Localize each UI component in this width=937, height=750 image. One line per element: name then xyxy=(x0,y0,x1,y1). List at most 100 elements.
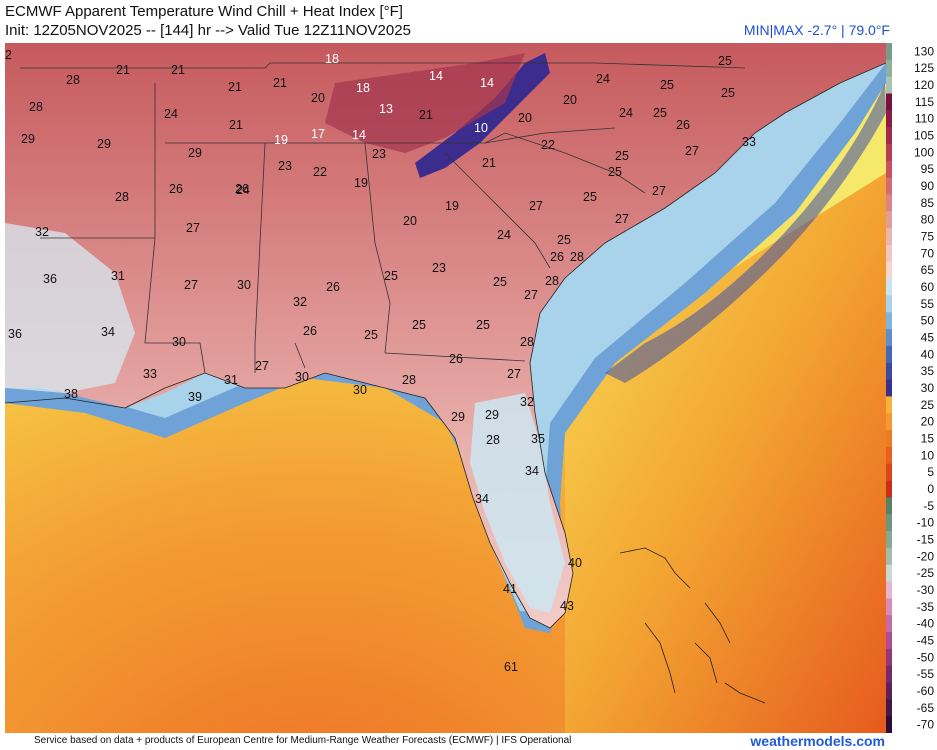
temperature-labels: 18 28 21 21 21 21 20 18 14 14 25 24 25 28 24 13 21 10 20 20… xyxy=(5,48,756,674)
temperature-label: 32 xyxy=(35,225,49,239)
colorbar-swatch xyxy=(886,127,892,145)
temperature-label: 26 xyxy=(169,182,183,196)
temperature-label: 29 xyxy=(188,146,202,160)
land-mass xyxy=(5,43,886,628)
colorbar-tick-label: 80 xyxy=(921,213,935,227)
temperature-label: 34 xyxy=(525,464,539,478)
temperature-label: 29 xyxy=(97,137,111,151)
colorbar-tick-label: 25 xyxy=(921,398,935,412)
temperature-label: 27 xyxy=(524,288,538,302)
temperature-label: 13 xyxy=(379,102,393,116)
colorbar-swatch xyxy=(886,430,892,448)
colorbar-swatch xyxy=(886,76,892,94)
temperature-label: 27 xyxy=(685,144,699,158)
temperature-label: 28 xyxy=(115,190,129,204)
colorbar-swatch xyxy=(886,564,892,583)
temperature-label: 24 xyxy=(619,106,633,120)
colorbar-tick-label: 125 xyxy=(914,61,934,75)
temperature-label: 25 xyxy=(476,318,490,332)
colorbar-tick-label: -30 xyxy=(917,583,935,597)
temperature-label: 21 xyxy=(273,76,287,90)
colorbar-tick-label: 15 xyxy=(921,431,935,445)
temperature-label: 27 xyxy=(186,221,200,235)
temperature-label: 19 xyxy=(354,176,368,190)
colorbar-swatch xyxy=(886,531,892,549)
colorbar-tick-label: 70 xyxy=(921,246,935,260)
temperature-label: 20 xyxy=(563,93,577,107)
texas-cool-zone xyxy=(5,223,135,393)
temperature-label: 25 xyxy=(583,190,597,204)
colorbar-tick-label: 20 xyxy=(921,415,935,429)
temperature-label: 26 xyxy=(676,118,690,132)
colorbar-swatch xyxy=(886,43,892,61)
temperature-label: 21 xyxy=(228,80,242,94)
colorbar-swatch xyxy=(886,514,892,532)
temperature-label: 18 xyxy=(325,52,339,66)
colorbar-tick-label: 10 xyxy=(921,448,935,462)
colorbar-swatch xyxy=(886,345,892,364)
temperature-label: 34 xyxy=(475,492,489,506)
temperature-label: 39 xyxy=(188,390,202,404)
colorbar-swatch xyxy=(886,463,892,482)
temperature-label: 28 xyxy=(570,250,584,264)
temperature-label: 36 xyxy=(8,327,22,341)
temperature-label: 32 xyxy=(520,395,534,409)
temperature-label: 25 xyxy=(557,233,571,247)
colorbar-swatch xyxy=(886,716,892,734)
temperature-label: 21 xyxy=(482,156,496,170)
temperature-label: 32 xyxy=(293,295,307,309)
temperature-label: 25 xyxy=(364,328,378,342)
colorbar-tick-label: 65 xyxy=(921,263,935,277)
temperature-label: 22 xyxy=(5,48,12,62)
temperature-label: 21 xyxy=(229,118,243,132)
colorbar-swatch xyxy=(886,295,892,313)
temperature-label: 28 xyxy=(545,274,559,288)
map-canvas: 18 28 21 21 21 21 20 18 14 14 25 24 25 28 24 13 21 10 20 20… xyxy=(5,43,886,733)
temperature-label: 33 xyxy=(742,135,756,149)
temperature-label: 26 xyxy=(449,352,463,366)
temperature-label: 21 xyxy=(171,63,185,77)
temperature-label: 21 xyxy=(116,63,130,77)
min-max-readout: MIN|MAX -2.7° | 79.0°F xyxy=(743,22,890,38)
temperature-label: 22 xyxy=(541,138,555,152)
temperature-label: 31 xyxy=(111,269,125,283)
temperature-label: 25 xyxy=(660,78,674,92)
temperature-label: 25 xyxy=(718,54,732,68)
temperature-label: 23 xyxy=(278,159,292,173)
colorbar-tick-label: 45 xyxy=(921,331,935,345)
temperature-label: 28 xyxy=(66,73,80,87)
temperature-label: 24 xyxy=(236,183,250,197)
colorbar-swatch xyxy=(886,632,892,650)
colorbar-swatch xyxy=(886,598,892,616)
temperature-label: 30 xyxy=(237,278,251,292)
coastlines xyxy=(5,62,886,629)
temperature-label: 28 xyxy=(520,335,534,349)
temperature-label: 26 xyxy=(235,182,249,196)
colorbar-tick-label: 95 xyxy=(921,162,935,176)
brand-link[interactable]: weathermodels.com xyxy=(750,733,885,749)
colorbar-tick-label: -15 xyxy=(917,532,935,546)
temperature-label: 26 xyxy=(326,280,340,294)
colorbar-tick-label: -50 xyxy=(917,650,935,664)
temperature-label: 25 xyxy=(721,86,735,100)
colorbar-swatch xyxy=(886,682,892,700)
temperature-label: 17 xyxy=(311,127,325,141)
colorbar-swatch xyxy=(886,413,892,431)
temperature-label: 18 xyxy=(356,81,370,95)
colorbar-swatch xyxy=(886,362,892,381)
colorbar-tick-label: -55 xyxy=(917,667,935,681)
temperature-label: 61 xyxy=(504,660,518,674)
colorbar-tick-label: -25 xyxy=(917,566,935,580)
florida-cool-zone xyxy=(470,393,565,613)
temperature-map: 18 28 21 21 21 21 20 18 14 14 25 24 25 28 24 13 21 10 20 20… xyxy=(5,43,886,733)
colorbar-tick-label: 85 xyxy=(921,196,935,210)
colorbar-tick-label: 0 xyxy=(927,482,934,496)
temperature-label: 29 xyxy=(451,410,465,424)
colorbar-tick-label: 130 xyxy=(914,44,934,58)
temperature-label: 33 xyxy=(143,367,157,381)
temperature-label: 27 xyxy=(652,184,666,198)
colorbar-tick-label: 105 xyxy=(914,129,934,143)
temperature-label: 28 xyxy=(486,433,500,447)
colorbar-swatch xyxy=(886,665,892,684)
temperature-label: 30 xyxy=(295,370,309,384)
